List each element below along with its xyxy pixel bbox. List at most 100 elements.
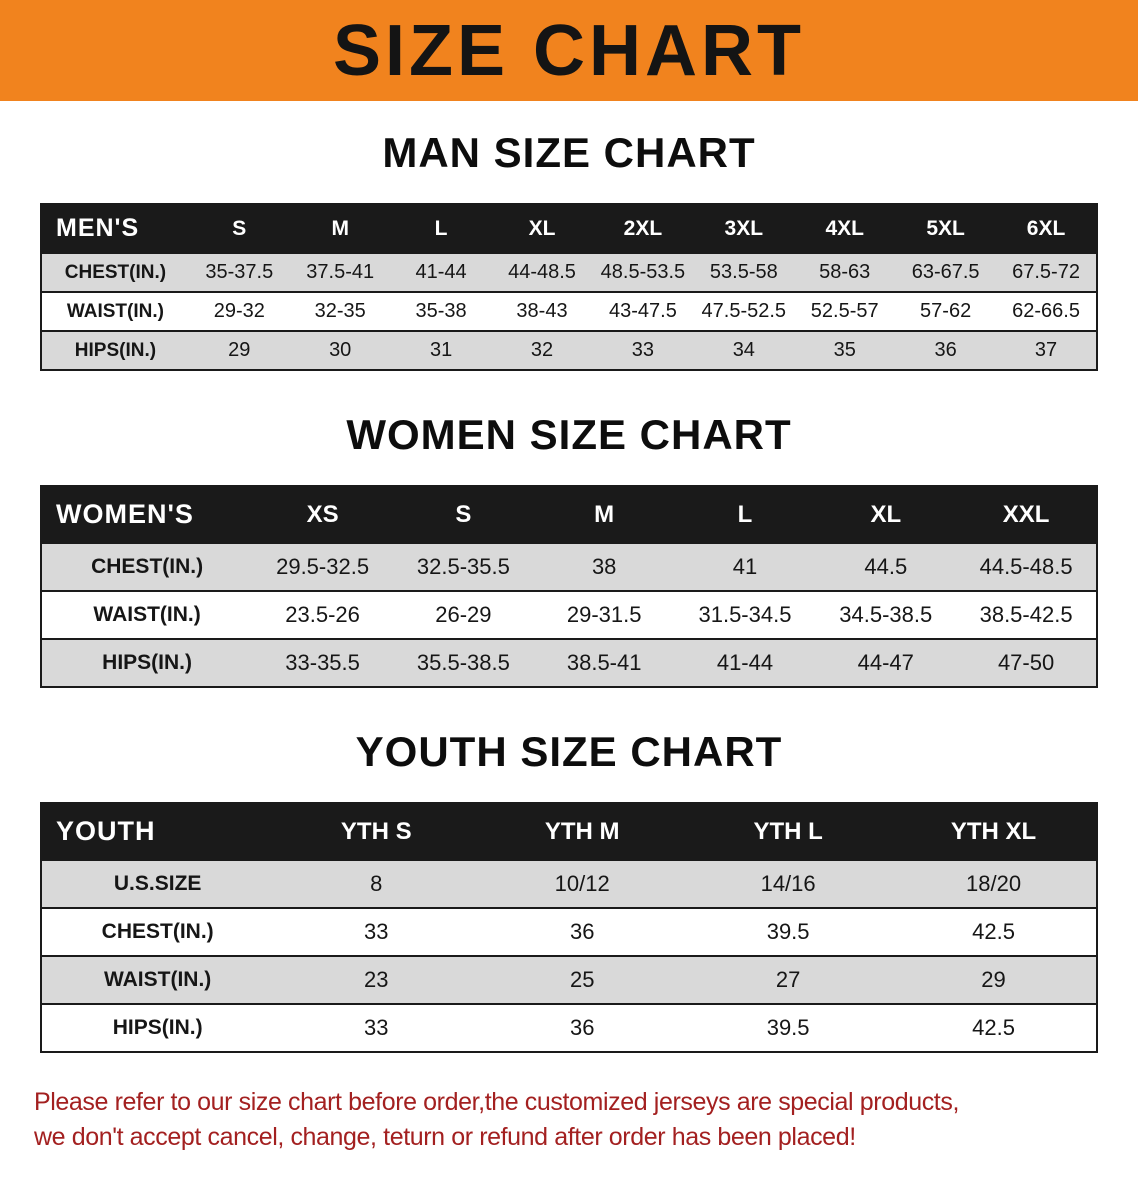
size-column-header: XS [252,486,393,543]
size-column-header: S [188,204,290,253]
section-women: WOMEN SIZE CHART WOMEN'S XS S M L XL XXL CHEST(… [0,411,1138,688]
size-value: 29-32 [188,291,290,331]
size-value: 42.5 [891,1003,1097,1052]
size-value: 37.5-41 [289,252,391,292]
size-value: 10/12 [479,859,686,908]
size-column-header: L [390,204,492,253]
size-value: 33 [273,1003,480,1052]
size-column-header: YTH L [685,803,892,860]
size-value: 36 [479,1003,686,1052]
row-label: CHEST(IN.) [41,252,189,292]
size-value: 62-66.5 [996,291,1097,331]
banner: SIZE CHART [0,0,1138,101]
section-youth: YOUTH SIZE CHART YOUTH YTH S YTH M YTH L YTH… [0,728,1138,1053]
size-value: 58-63 [794,252,896,292]
size-value: 44.5-48.5 [956,542,1097,591]
size-value: 31 [390,330,492,370]
size-value: 34.5-38.5 [815,590,957,639]
size-value: 37 [996,330,1097,370]
women-size-table: WOMEN'S XS S M L XL XXL CHEST(IN.) 29.5-32.5 32.5… [40,485,1098,688]
table-row: WAIST(IN.) 23 25 27 29 [41,955,1097,1004]
size-value: 32-35 [289,291,391,331]
size-value: 38-43 [491,291,593,331]
size-value: 38.5-41 [533,638,675,687]
size-value: 35 [794,330,896,370]
size-value: 42.5 [891,907,1097,956]
table-corner-label: YOUTH [41,803,274,860]
size-value: 48.5-53.5 [592,252,694,292]
size-value: 44-48.5 [491,252,593,292]
row-label: HIPS(IN.) [41,1003,274,1052]
size-column-header: YTH S [273,803,480,860]
size-value: 41-44 [674,638,816,687]
size-value: 47-50 [956,638,1097,687]
notice-line-1: Please refer to our size chart before or… [34,1088,959,1116]
row-label: CHEST(IN.) [41,542,253,591]
size-value: 41-44 [390,252,492,292]
size-column-header: 4XL [794,204,896,253]
size-value: 35.5-38.5 [392,638,534,687]
size-value: 33 [273,907,480,956]
table-row: HIPS(IN.) 33-35.5 35.5-38.5 38.5-41 41-44 44-… [41,638,1097,687]
table-row: U.S.SIZE 8 10/12 14/16 18/20 [41,859,1097,908]
size-value: 36 [895,330,997,370]
size-value: 30 [289,330,391,370]
table-row: HIPS(IN.) 29 30 31 32 33 34 35 36 37 [41,330,1097,370]
size-column-header: M [289,204,391,253]
size-value: 32.5-35.5 [392,542,534,591]
size-value: 63-67.5 [895,252,997,292]
size-column-header: XL [491,204,593,253]
size-value: 39.5 [685,1003,892,1052]
women-section-heading: WOMEN SIZE CHART [346,411,792,458]
notice-line-2: we don't accept cancel, change, teturn o… [34,1123,856,1151]
table-row: WAIST(IN.) 29-32 32-35 35-38 38-43 43-47.5 47.… [41,291,1097,331]
table-header-row: WOMEN'S XS S M L XL XXL [41,486,1097,543]
size-value: 67.5-72 [996,252,1097,292]
section-men: MAN SIZE CHART MEN'S S M L XL 2XL 3XL 4XL 5XL 6XL… [0,129,1138,371]
size-column-header: S [392,486,534,543]
size-value: 31.5-34.5 [674,590,816,639]
size-value: 18/20 [891,859,1097,908]
size-column-header: L [674,486,816,543]
size-value: 35-37.5 [188,252,290,292]
size-value: 26-29 [392,590,534,639]
row-label: WAIST(IN.) [41,955,274,1004]
size-value: 23.5-26 [252,590,393,639]
order-notice: Please refer to our size chart before or… [34,1085,1104,1155]
size-column-header: M [533,486,675,543]
size-value: 29 [188,330,290,370]
size-value: 44.5 [815,542,957,591]
size-value: 44-47 [815,638,957,687]
size-column-header: XL [815,486,957,543]
row-label: HIPS(IN.) [41,330,189,370]
row-label: CHEST(IN.) [41,907,274,956]
size-column-header: XXL [956,486,1097,543]
row-label: WAIST(IN.) [41,590,253,639]
size-value: 34 [693,330,795,370]
row-label: U.S.SIZE [41,859,274,908]
table-corner-label: WOMEN'S [41,486,253,543]
row-label: WAIST(IN.) [41,291,189,331]
size-value: 38 [533,542,675,591]
size-value: 47.5-52.5 [693,291,795,331]
size-column-header: YTH M [479,803,686,860]
size-value: 39.5 [685,907,892,956]
men-section-heading: MAN SIZE CHART [382,129,756,176]
size-value: 27 [685,955,892,1004]
youth-size-table: YOUTH YTH S YTH M YTH L YTH XL U.S.SIZE 8 10/12… [40,802,1098,1053]
size-value: 14/16 [685,859,892,908]
size-column-header: 3XL [693,204,795,253]
size-value: 41 [674,542,816,591]
size-column-header: 2XL [592,204,694,253]
youth-section-heading: YOUTH SIZE CHART [355,728,783,775]
table-row: HIPS(IN.) 33 36 39.5 42.5 [41,1003,1097,1052]
table-corner-label: MEN'S [41,204,189,253]
size-value: 33-35.5 [252,638,393,687]
size-value: 36 [479,907,686,956]
row-label: HIPS(IN.) [41,638,253,687]
size-value: 23 [273,955,480,1004]
table-row: CHEST(IN.) 33 36 39.5 42.5 [41,907,1097,956]
size-column-header: YTH XL [891,803,1097,860]
size-value: 25 [479,955,686,1004]
size-column-header: 6XL [996,204,1097,253]
